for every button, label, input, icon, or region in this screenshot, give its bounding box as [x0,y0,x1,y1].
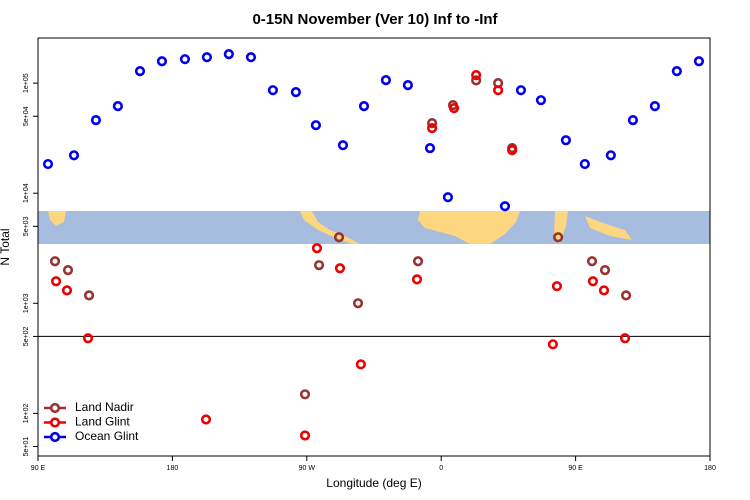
data-point [201,52,212,63]
data-point [471,69,482,81]
data-point [587,276,599,287]
data-point [49,256,61,267]
legend-marker [49,431,61,443]
data-point [598,285,610,296]
data-point [426,118,438,129]
data-point [535,95,547,106]
data-point [334,263,346,274]
map-strip [38,211,710,244]
y-tick-label: 5e+01 [23,437,30,457]
data-point [507,145,518,156]
legend-label: Land Glint [75,415,130,429]
y-tick-label: 1e+02 [23,403,30,423]
data-point [627,115,639,126]
x-tick-label: 90 E [568,465,583,472]
data-point [442,192,454,203]
data-point [560,135,571,146]
data-point [42,158,54,170]
y-tick-label: 1e+05 [23,73,30,93]
data-point [515,85,527,96]
data-point [313,260,325,271]
data-point [448,103,460,114]
x-tick-label: 180 [167,465,179,472]
data-point [267,85,279,96]
data-point [90,115,102,126]
data-point [358,101,370,112]
data-point [412,256,424,267]
data-point [200,414,212,425]
data-point [586,256,598,267]
data-point [492,85,504,96]
chart-title: 0-15N November (Ver 10) Inf to -Inf [252,11,498,28]
data-point [355,359,366,370]
data-point [337,140,349,151]
x-tick-label: 0 [439,465,443,472]
y-tick-label: 1e+04 [23,183,30,203]
y-axis-label: N Total [0,228,12,265]
data-point [290,87,301,98]
data-point [605,150,616,161]
data-point [424,142,436,154]
data-point [310,120,322,131]
data-point [551,281,563,292]
data-point [333,232,345,243]
data-point [579,158,590,170]
x-axis-label: Longitude (deg E) [326,476,421,490]
data-point [83,290,95,301]
y-tick-label: 5e+02 [23,326,30,346]
data-point [156,56,168,67]
data-point [134,66,146,77]
data-point [499,201,511,212]
data-point [352,298,364,309]
data-point [179,54,191,65]
data-point [649,101,660,112]
data-point [299,430,311,441]
data-point [471,75,482,86]
data-point [61,285,73,296]
data-point [62,265,74,276]
data-point [599,265,611,276]
data-point [112,101,123,112]
data-point [82,333,94,344]
data-point [619,333,631,344]
data-point [402,80,413,91]
data-point [68,150,80,161]
y-tick-label: 5e+03 [23,216,30,236]
legend-label: Ocean Glint [75,429,139,443]
legend-marker [49,402,61,414]
x-tick-label: 180 [704,465,716,472]
data-point [620,290,632,301]
x-tick-label: 90 E [31,465,46,472]
plot-frame [37,37,711,457]
data-point [50,276,62,287]
legend-label: Land Nadir [75,400,134,414]
data-point [426,123,438,134]
y-tick-label: 1e+03 [23,293,30,313]
data-point [411,274,423,285]
data-point [223,49,234,60]
data-point [380,75,392,86]
data-point [547,339,559,350]
data-point [671,66,682,77]
data-point [693,56,705,67]
data-point [311,243,323,254]
x-tick-label: 90 W [299,465,316,472]
data-point [553,232,564,243]
data-point [245,52,257,63]
y-tick-label: 5e+04 [23,106,30,126]
legend-marker [49,417,61,428]
data-point [299,389,311,400]
